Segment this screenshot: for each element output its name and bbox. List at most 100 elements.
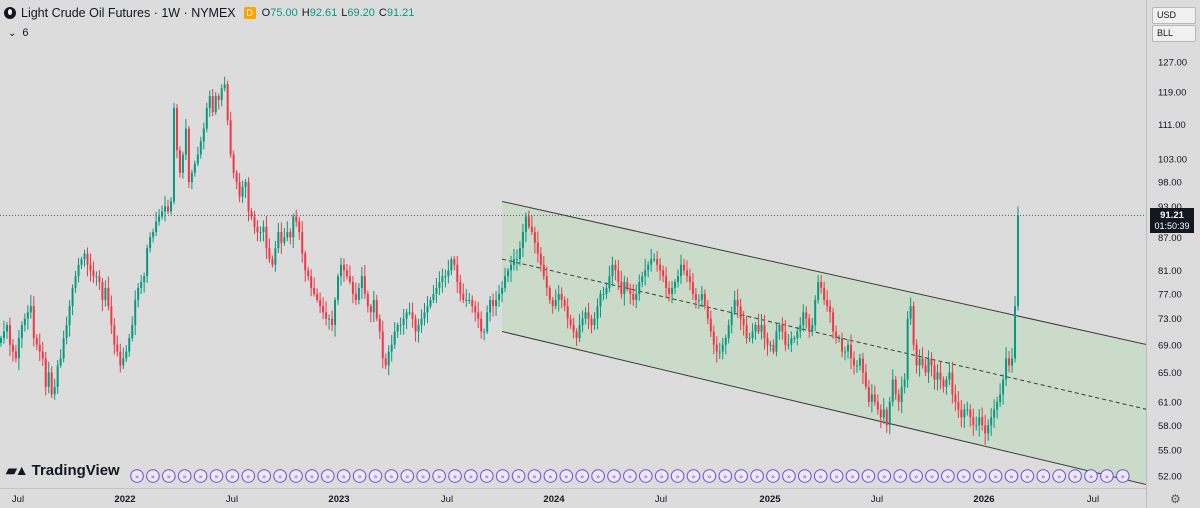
candle-body [155,221,158,233]
event-marker [162,469,176,483]
time-axis-label: 2026 [973,494,995,505]
chevron-down-icon[interactable]: ⌄ [8,27,17,39]
event-marker-glyph: » [850,473,854,481]
candle-body [921,358,924,366]
event-marker-glyph: » [214,473,218,481]
candle-body [59,358,62,366]
candle-body [602,293,605,295]
candle-body [515,259,518,261]
candle-body [960,409,963,418]
candle-body [691,282,694,294]
candle-body [345,270,348,277]
candle-body [232,154,235,173]
event-marker [909,469,923,483]
candle-body [829,306,832,313]
event-marker-glyph: » [914,473,918,481]
candle-body [196,154,199,164]
event-marker [384,469,399,483]
candle-body [53,386,56,395]
event-marker [130,469,144,483]
candle-body [996,401,999,410]
event-marker-glyph: » [310,473,314,481]
indicators-toggle[interactable]: ⌄ 6 [8,27,29,39]
event-marker [750,469,764,483]
candle-body [838,338,841,340]
candle-body [47,372,50,387]
price-tick-label: 119.00 [1158,88,1186,99]
price-tick-label: 103.00 [1158,155,1187,166]
candle-body [178,150,181,173]
candle-body [390,344,393,352]
candle-body [706,306,709,319]
candle-body [107,287,110,307]
candle-body [656,259,659,265]
candle-body [745,325,748,339]
candle-body [205,108,208,129]
event-marker-glyph: » [532,473,536,481]
tradingview-logo[interactable]: ▰▲ TradingView [6,462,120,479]
price-axis[interactable]: 127.00 119.00 111.00 103.00 98.00 93.00 87.00 8… [1146,0,1200,508]
candle-body [712,331,715,345]
chart-area[interactable]: » » » » » » » » » » » » » » » » » » » » » » » » » » » » » » » » » » » » » » » »… [0,0,1146,488]
candle-body [286,232,289,238]
data-badge[interactable]: D [243,7,256,19]
price-tick-label: 93.00 [1158,202,1182,213]
candle-body [644,270,647,277]
candle-body [357,287,360,300]
candle-body [993,409,996,418]
candle-body [283,237,286,243]
time-axis[interactable]: Jul 2022 Jul 2023 Jul 2024 Jul 2025 Jul 2026 Jul [0,488,1146,508]
time-axis-label: Jul [11,494,25,505]
event-marker-glyph: » [739,473,743,481]
event-marker [209,469,224,483]
event-marker-glyph: » [183,473,187,481]
currency-select[interactable]: USD [1152,7,1196,24]
symbol-title[interactable]: Light Crude Oil Futures · 1W · NYMEX [21,6,236,20]
candle-body [975,425,978,427]
event-marker-glyph: » [1009,473,1013,481]
event-marker-glyph: » [866,473,870,481]
candle-body [429,299,432,307]
candle-body [217,96,220,101]
candle-body [688,276,691,283]
event-marker-glyph: » [993,473,997,481]
candle-body [521,232,524,249]
candle-body [909,306,912,319]
time-axis-label: 2023 [328,494,350,505]
candle-body [202,128,205,142]
candle-body [253,216,256,227]
candle-body [268,248,271,260]
candle-body [888,401,891,426]
candle-body [161,211,164,217]
oil-drop-icon [4,7,16,19]
unit-select[interactable]: BLL [1152,25,1196,42]
event-marker-glyph: » [580,473,584,481]
close-value: C91.21 [378,7,415,19]
candle-body [629,287,632,294]
chart-canvas[interactable]: » » » » » » » » » » » » » » » » » » » » » » » » » » » » » » » » » » » » » » » »… [0,0,1146,488]
candle-body [83,253,86,260]
event-marker [416,469,431,483]
event-marker-glyph: » [596,473,600,481]
candle-body [501,287,504,294]
event-marker-glyph: » [946,473,950,481]
bar-countdown: 01:50:39 [1154,221,1190,231]
event-marker [861,469,876,483]
candle-body [957,401,960,410]
candle-body [402,318,405,326]
low-value: L69.20 [341,7,375,19]
candle-body [140,282,143,288]
candle-body [679,264,682,277]
event-marker-glyph: » [675,473,679,481]
candle-body [784,331,787,345]
candle-body [363,276,366,294]
candle-body [366,293,369,307]
event-marker-glyph: » [357,473,361,481]
settings-gear-icon[interactable]: ⚙ [1170,492,1181,506]
candle-body [948,372,951,380]
candle-body [235,172,238,183]
candle-body [626,282,629,288]
candle-body [298,221,301,233]
event-marker [591,469,605,483]
candle-body [617,270,620,283]
